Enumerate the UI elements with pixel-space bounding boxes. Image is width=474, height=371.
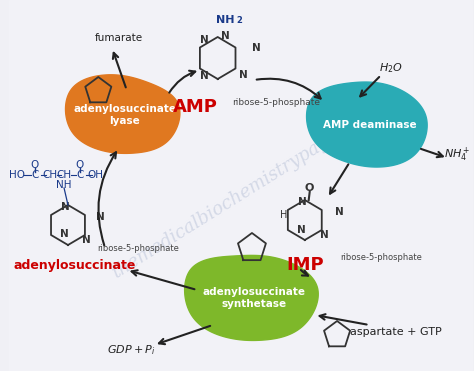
- Text: N: N: [320, 230, 329, 240]
- Text: N: N: [239, 70, 247, 80]
- Text: N: N: [82, 235, 91, 245]
- Text: fumarate: fumarate: [95, 33, 143, 43]
- Text: ribose-5-phosphate: ribose-5-phosphate: [340, 253, 422, 263]
- Text: NH: NH: [56, 180, 72, 190]
- Text: N: N: [221, 31, 230, 41]
- Text: aspartate + GTP: aspartate + GTP: [350, 327, 442, 337]
- Text: H: H: [280, 210, 287, 220]
- Polygon shape: [185, 255, 318, 341]
- Text: N: N: [299, 197, 307, 207]
- Text: N: N: [61, 202, 69, 212]
- Text: N: N: [60, 229, 68, 239]
- Text: IMP: IMP: [286, 256, 324, 274]
- Text: N: N: [96, 212, 105, 222]
- Text: CH: CH: [43, 170, 58, 180]
- Text: adenylosuccinate
lyase: adenylosuccinate lyase: [73, 104, 176, 126]
- Text: themedicalbiochemistrypage.org: themedicalbiochemistrypage.org: [109, 108, 374, 282]
- Text: AMP deaminase: AMP deaminase: [323, 120, 416, 130]
- Text: ribose-5-phosphate: ribose-5-phosphate: [232, 98, 320, 106]
- Text: C: C: [31, 170, 38, 180]
- Text: N: N: [335, 207, 344, 217]
- Text: HO: HO: [9, 170, 25, 180]
- Text: N: N: [297, 225, 305, 235]
- Text: adenylosuccinate
synthetase: adenylosuccinate synthetase: [202, 287, 305, 309]
- Text: CH: CH: [56, 170, 72, 180]
- Text: OH: OH: [87, 170, 103, 180]
- Polygon shape: [307, 82, 427, 167]
- Text: O: O: [305, 183, 314, 193]
- Text: N: N: [200, 71, 209, 81]
- Polygon shape: [65, 75, 180, 153]
- Text: C: C: [76, 170, 83, 180]
- Text: $NH_4^+$: $NH_4^+$: [444, 146, 471, 164]
- Text: adenylosuccinate: adenylosuccinate: [14, 259, 136, 272]
- Text: ribose-5-phosphate: ribose-5-phosphate: [97, 243, 179, 253]
- Text: AMP: AMP: [173, 98, 218, 116]
- Text: $GDP + P_i$: $GDP + P_i$: [108, 343, 156, 357]
- Text: $H_2O$: $H_2O$: [379, 61, 403, 75]
- Text: N: N: [253, 43, 261, 53]
- Text: O: O: [31, 160, 39, 170]
- Text: NH: NH: [216, 15, 235, 25]
- Text: N: N: [200, 35, 209, 45]
- Text: 2: 2: [237, 16, 242, 24]
- Text: O: O: [75, 160, 84, 170]
